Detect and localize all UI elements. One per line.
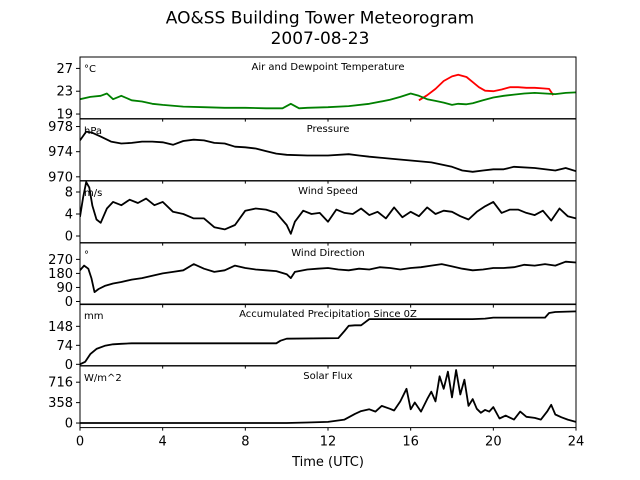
panel-wind-speed: 0 4 8 m/s Wind Speed: [65, 180, 577, 246]
x-axis: 0 4 8 12 16 20 24: [76, 435, 584, 450]
series-line-pressure: [80, 130, 576, 173]
x-tick-label: 0: [76, 435, 84, 450]
panel-unit-label: °: [84, 250, 89, 261]
chart-title: AO&SS Building Tower Meteorogram: [166, 9, 474, 29]
panel-unit-label: °C: [84, 64, 96, 75]
chart-subtitle: 2007-08-23: [271, 29, 370, 49]
panel-unit-label: W/m^2: [84, 373, 122, 384]
x-tick-label: 8: [241, 435, 249, 450]
panel-title: Wind Direction: [291, 248, 365, 259]
y-tick-label: 716: [48, 376, 73, 391]
series-line-wind-speed: [80, 181, 576, 235]
panel-precipitation: 0 74 148 mm Accumulated Precipitation Since …: [48, 303, 577, 373]
series-line-accumulated-precipitation: [80, 310, 576, 366]
x-axis-label: Time (UTC): [291, 455, 364, 470]
series-line-dewpoint-temperature: [80, 91, 576, 110]
panel-temperature: 19 23 27 °C Air and Dewpoint Temperature: [56, 56, 577, 123]
y-tick-label: 0: [65, 358, 73, 373]
y-tick-label: 4: [65, 208, 73, 223]
x-tick-label: 24: [568, 435, 585, 450]
x-tick-label: 20: [485, 435, 502, 450]
y-tick-label: 74: [56, 339, 73, 354]
y-tick-label: 23: [56, 85, 73, 100]
y-tick-label: 19: [56, 108, 73, 123]
series-line-wind-direction: [80, 260, 576, 293]
y-tick-label: 0: [65, 230, 73, 245]
panel-title: Pressure: [307, 124, 350, 135]
y-tick-label: 358: [48, 396, 73, 411]
panel-unit-label: m/s: [84, 188, 102, 199]
y-tick-label: 270: [48, 253, 73, 268]
y-tick-label: 27: [56, 62, 73, 77]
panel-solar-flux: 0 358 716 W/m^2 Solar Flux: [48, 365, 577, 432]
y-tick-label: 90: [56, 281, 73, 296]
y-tick-label: 180: [48, 267, 73, 282]
series-line-air-temperature: [418, 73, 555, 102]
y-tick-label: 978: [48, 120, 73, 135]
panel-title: Wind Speed: [298, 186, 358, 197]
panel-unit-label: hPa: [84, 126, 102, 137]
x-tick-label: 12: [320, 435, 337, 450]
panel-pressure: 970 974 978 hPa Pressure: [48, 118, 577, 185]
y-tick-label: 148: [48, 320, 73, 335]
series-line-solar-flux: [80, 369, 576, 424]
panel-unit-label: mm: [84, 311, 103, 322]
x-tick-label: 4: [159, 435, 167, 450]
panel-title: Accumulated Precipitation Since 0Z: [239, 309, 417, 320]
y-tick-label: 0: [65, 295, 73, 310]
y-tick-label: 0: [65, 417, 73, 432]
panel-title: Air and Dewpoint Temperature: [252, 62, 405, 73]
y-tick-label: 974: [48, 145, 73, 160]
panel-title: Solar Flux: [303, 371, 353, 382]
y-tick-label: 8: [65, 186, 73, 201]
y-tick-label: 970: [48, 170, 73, 185]
x-tick-label: 16: [402, 435, 419, 450]
